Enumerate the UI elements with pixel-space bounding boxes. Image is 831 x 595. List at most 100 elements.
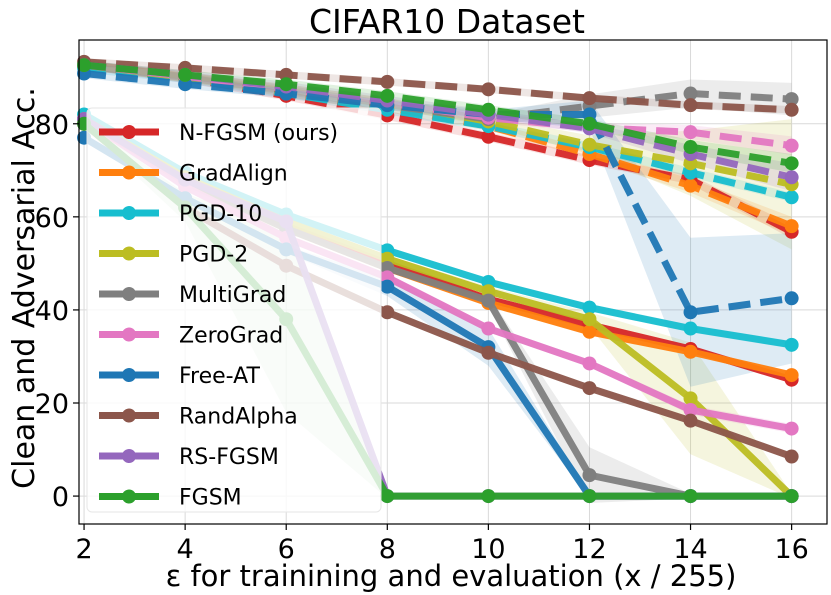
point-clean-gradalign	[784, 219, 799, 234]
y-tick-label: 20	[35, 389, 69, 420]
point-clean-rs-fgsm	[784, 170, 799, 185]
point-robust-randalpha	[582, 381, 597, 396]
point-robust-fgsm	[380, 489, 395, 504]
x-tick-label: 14	[673, 534, 707, 565]
point-clean-fgsm	[279, 77, 294, 92]
line-clean-fgsm	[83, 61, 793, 167]
band-clean-free-at	[84, 68, 792, 387]
point-clean-randalpha	[582, 91, 597, 106]
x-tick-label: 8	[379, 534, 396, 565]
point-robust-randalpha	[784, 449, 799, 464]
point-robust-randalpha	[481, 345, 496, 360]
legend-marker-n-fgsm-ours	[122, 125, 136, 139]
point-robust-pgd-2	[582, 312, 597, 327]
point-robust-gradalign	[784, 368, 799, 383]
legend-label-pgd-10: PGD-10	[179, 202, 262, 227]
point-clean-n-fgsm-ours	[481, 129, 496, 144]
legend-label-randalpha: RandAlpha	[179, 405, 298, 430]
legend-label-zerograd: ZeroGrad	[179, 324, 283, 349]
point-robust-free-at	[380, 279, 395, 294]
plot-frame	[78, 39, 828, 525]
legend-marker-multigrad	[122, 287, 136, 301]
point-robust-fgsm	[683, 489, 698, 504]
y-tick-label: 0	[52, 482, 69, 513]
legend-box	[86, 107, 382, 513]
point-robust-fgsm	[582, 489, 597, 504]
y-tick-label: 60	[35, 203, 69, 234]
point-robust-multigrad	[582, 468, 597, 483]
point-robust-zerograd	[582, 356, 597, 371]
chart-title: CIFAR10 Dataset	[309, 2, 585, 41]
point-clean-zerograd	[683, 125, 698, 140]
point-robust-multigrad	[481, 293, 496, 308]
point-robust-pgd-10	[784, 337, 799, 352]
legend-marker-randalpha	[122, 408, 136, 423]
point-clean-free-at	[683, 305, 698, 320]
legend-label-pgd-2: PGD-2	[179, 243, 248, 268]
point-robust-gradalign	[582, 324, 597, 339]
legend-marker-pgd-10	[122, 206, 136, 220]
legend-label-free-at: Free-AT	[179, 364, 260, 389]
point-robust-pgd-10	[582, 300, 597, 315]
point-robust-zerograd	[784, 421, 799, 436]
point-robust-gradalign	[683, 344, 698, 359]
line-clean-rs-fgsm	[83, 61, 793, 181]
legend-marker-gradalign	[122, 165, 136, 180]
point-clean-multigrad	[683, 86, 698, 101]
point-robust-zerograd	[481, 321, 496, 336]
line-clean-randalpha	[83, 58, 792, 114]
x-tick-label: 16	[774, 534, 808, 565]
point-robust-randalpha	[683, 413, 698, 428]
point-clean-fgsm	[582, 116, 597, 131]
legend-marker-rs-fgsm	[122, 449, 136, 463]
x-tick-label: 6	[278, 534, 295, 565]
point-clean-fgsm	[380, 88, 395, 103]
x-tick-label: 4	[177, 534, 194, 565]
x-tick-label: 10	[471, 534, 505, 565]
legend: N-FGSM (ours) GradAlign PGD-10 PGD-2 MultiGr…	[86, 107, 382, 513]
legend-marker-free-at	[122, 368, 136, 382]
x-axis-label: ε for trainining and evaluation (x / 255…	[166, 559, 737, 593]
point-clean-fgsm	[77, 58, 92, 73]
point-clean-gradalign	[683, 178, 698, 193]
legend-label-n-fgsm-ours: N-FGSM (ours)	[179, 121, 338, 146]
legend-marker-zerograd	[122, 327, 136, 342]
point-clean-fgsm	[683, 140, 698, 155]
point-robust-pgd-2	[683, 391, 698, 406]
point-clean-randalpha	[784, 102, 799, 117]
legend-label-rs-fgsm: RS-FGSM	[179, 445, 279, 470]
point-clean-fgsm	[481, 102, 496, 117]
point-clean-randalpha	[481, 82, 496, 97]
point-clean-randalpha	[380, 74, 395, 89]
x-tick-label: 12	[572, 534, 606, 565]
point-robust-zerograd	[683, 402, 698, 417]
point-clean-pgd-10	[784, 190, 799, 205]
point-clean-multigrad	[784, 92, 799, 107]
point-clean-randalpha	[683, 98, 698, 113]
point-clean-fgsm	[178, 67, 193, 82]
y-tick-label: 40	[35, 296, 69, 327]
point-clean-free-at	[784, 291, 799, 306]
legend-marker-fgsm	[122, 489, 136, 504]
legend-label-gradalign: GradAlign	[179, 162, 288, 187]
point-robust-fgsm	[481, 489, 496, 504]
clean-series-lines	[77, 54, 799, 320]
point-robust-fgsm	[784, 489, 799, 504]
y-axis-label: Clean and Adversarial Acc.	[7, 87, 42, 489]
y-tick-label: 80	[35, 110, 69, 141]
point-clean-fgsm	[784, 156, 799, 171]
point-clean-pgd-2	[582, 137, 597, 152]
line-clean-pgd-10	[83, 64, 793, 201]
band-clean-pgd-2	[84, 60, 792, 250]
point-robust-randalpha	[380, 305, 395, 320]
axes: 2 4 6 8 10 12 14 16 0 20 40 60 80	[35, 39, 828, 565]
band-clean-multigrad	[84, 60, 792, 124]
legend-marker-pgd-2	[122, 246, 136, 261]
point-robust-pgd-10	[683, 321, 698, 336]
point-clean-zerograd	[784, 138, 799, 153]
legend-label-multigrad: MultiGrad	[179, 283, 286, 308]
line-clean-n-fgsm-ours	[83, 61, 794, 235]
x-tick-label: 2	[75, 534, 92, 565]
legend-label-fgsm: FGSM	[179, 486, 242, 511]
